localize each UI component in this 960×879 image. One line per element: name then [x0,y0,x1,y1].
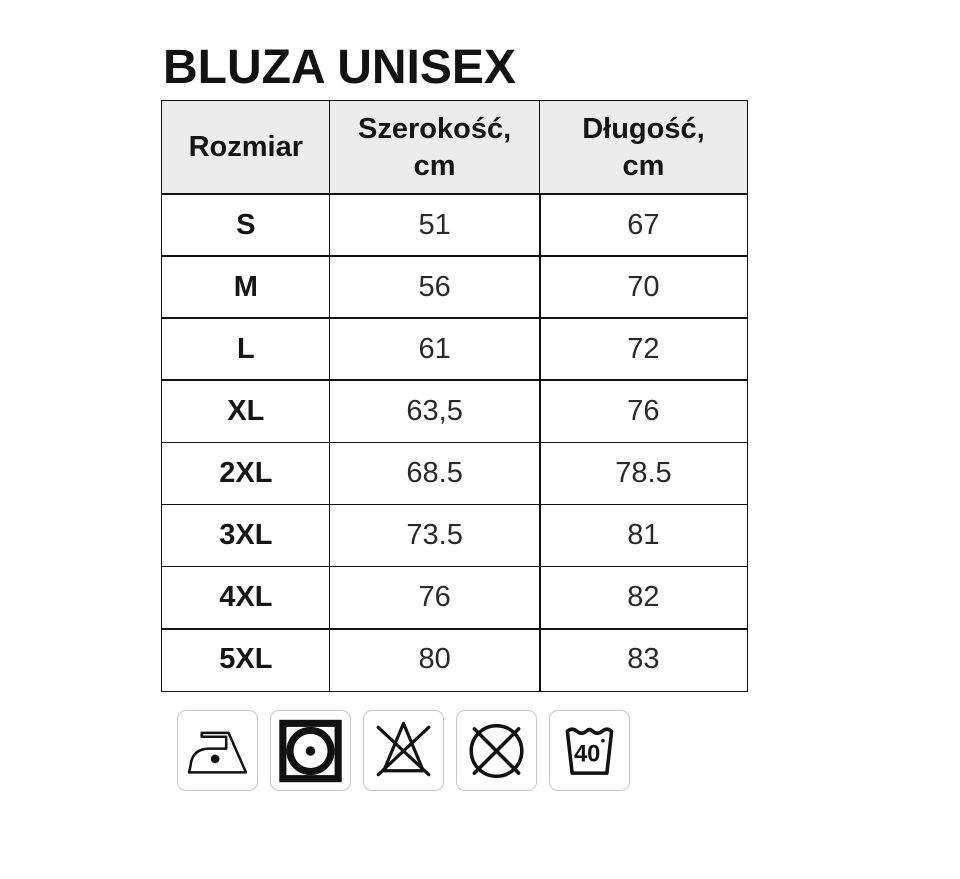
svg-text:40: 40 [574,741,600,767]
